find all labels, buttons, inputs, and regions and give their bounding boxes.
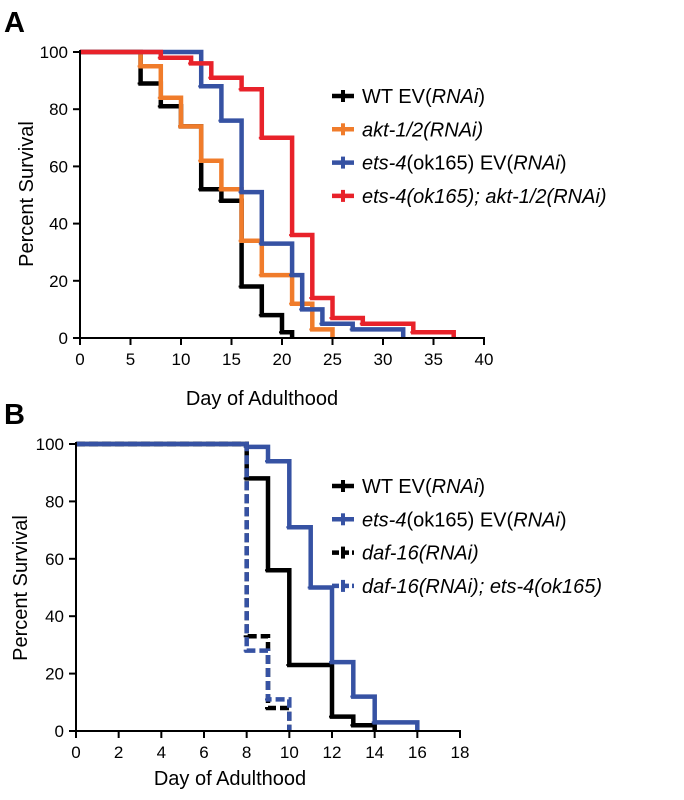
x-tick-label: 25 [323,350,342,369]
x-tick-label: 10 [172,350,191,369]
y-tick-label: 60 [49,157,68,176]
legend-item-1: WT EV(RNAi) [332,86,485,108]
x-tick-label: 14 [365,743,384,762]
legend-label: daf-16(RNAi); ets-4(ok165) [362,576,602,598]
panel-a-chart: A 0 5 10 15 20 25 30 35 40 0 20 40 60 80 100 WT EV(RNAi… [4,7,607,410]
y-tick-label: 100 [36,435,64,454]
y-tick-label: 20 [45,665,64,684]
legend-item-4: daf-16(RNAi); ets-4(ok165) [332,576,602,598]
series-line-4 [80,49,456,338]
x-tick-label: 10 [280,743,299,762]
legend-label: ets-4(ok165); akt-1/2(RNAi) [362,186,607,208]
legend-label: WT EV(RNAi) [362,476,485,498]
panel-b-chart: B 0 2 4 6 8 10 12 14 16 18 0 20 40 60 80 100 WT EV(RNAi)… [4,399,602,790]
legend-item-3: ets-4(ok165) EV(RNAi) [332,153,567,175]
series-line-3 [76,441,292,731]
legend-item-3: daf-16(RNAi) [332,543,479,565]
legend-label: WT EV(RNAi) [362,86,485,108]
panel-a-x-axis-title: Day of Adulthood [186,388,338,410]
x-tick-label: 35 [424,350,443,369]
y-tick-label: 80 [45,492,64,511]
x-tick-label: 4 [157,743,166,762]
y-tick-label: 40 [45,607,64,626]
y-tick-label: 20 [49,272,68,291]
legend-item-1: WT EV(RNAi) [332,476,485,498]
y-tick-label: 60 [45,550,64,569]
y-tick-label: 100 [40,43,68,62]
y-tick-label: 0 [59,329,68,348]
x-tick-label: 12 [323,743,342,762]
y-tick-label: 40 [49,215,68,234]
panel-b-plot-area: 0 2 4 6 8 10 12 14 16 18 0 20 40 60 80 100 WT EV(RNAi) et… [36,435,602,762]
legend-item-4: ets-4(ok165); akt-1/2(RNAi) [332,186,607,208]
legend-label: ets-4(ok165) EV(RNAi) [362,509,567,531]
x-tick-label: 15 [222,350,241,369]
x-tick-label: 30 [374,350,393,369]
series-line-2 [80,49,335,338]
legend-label: akt-1/2(RNAi) [362,119,483,141]
x-tick-label: 0 [75,350,84,369]
legend-label: ets-4(ok165) EV(RNAi) [362,153,567,175]
series-line-3 [80,49,406,338]
x-tick-label: 6 [199,743,208,762]
series-line-4 [76,441,292,731]
panel-b-letter: B [4,399,25,431]
panel-a-letter: A [4,7,25,39]
legend-item-2: akt-1/2(RNAi) [332,119,483,141]
panel-a-y-axis-title: Percent Survival [16,121,38,267]
x-tick-label: 5 [126,350,135,369]
panel-b-y-axis-title: Percent Survival [10,515,32,661]
panel-b-x-axis-title: Day of Adulthood [154,768,306,790]
x-tick-label: 16 [408,743,427,762]
y-tick-label: 80 [49,100,68,119]
x-tick-label: 2 [114,743,123,762]
x-tick-label: 18 [451,743,470,762]
y-tick-label: 0 [55,722,64,741]
x-tick-label: 20 [273,350,292,369]
panel-a-plot-area: 0 5 10 15 20 25 30 35 40 0 20 40 60 80 100 WT EV(RNAi) a… [40,43,607,369]
x-tick-label: 40 [475,350,494,369]
legend-label: daf-16(RNAi) [362,543,479,565]
x-tick-label: 0 [71,743,80,762]
x-tick-label: 8 [242,743,251,762]
legend-item-2: ets-4(ok165) EV(RNAi) [332,509,567,531]
